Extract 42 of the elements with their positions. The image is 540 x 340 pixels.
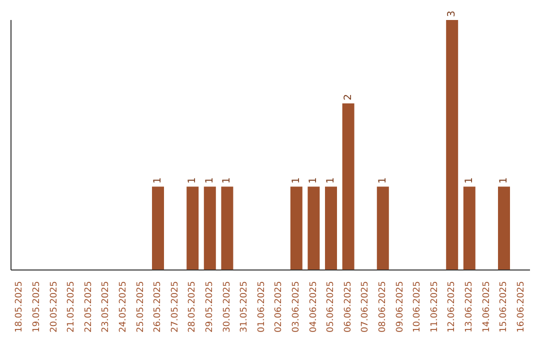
x-tick-label: 13.06.2025	[464, 281, 474, 333]
x-tick-label: 28.05.2025	[188, 281, 198, 333]
x-tick-label: 21.05.2025	[66, 281, 77, 333]
x-tick-label: 29.05.2025	[204, 281, 215, 333]
data-label: 1	[464, 177, 475, 184]
x-tick-label: 02.06.2025	[274, 281, 284, 333]
x-tick-label: 09.06.2025	[395, 281, 406, 333]
x-tick-label: 11.06.2025	[430, 281, 440, 333]
x-tick-label: 27.05.2025	[170, 281, 180, 333]
x-tick-label: 31.05.2025	[240, 281, 250, 333]
x-tick-label: 12.06.2025	[447, 281, 458, 333]
data-label: 3	[446, 10, 458, 17]
x-tick-label: 22.05.2025	[84, 281, 94, 333]
data-label: 2	[342, 94, 354, 100]
x-tick-label: 03.06.2025	[291, 281, 302, 333]
x-tick-label: 01.06.2025	[256, 281, 267, 333]
x-tick-label: 18.05.2025	[14, 281, 25, 333]
x-tick-label: 24.05.2025	[118, 281, 128, 333]
x-tick-label: 30.05.2025	[222, 281, 232, 333]
x-tick-label: 16.06.2025	[516, 281, 526, 333]
x-tick-label: 23.05.2025	[101, 281, 112, 333]
x-tick-label: 26.05.2025	[153, 281, 164, 333]
x-tick-label: 14.06.2025	[482, 281, 492, 333]
x-tick-label: 08.06.2025	[378, 281, 388, 333]
data-label: 1	[152, 177, 164, 184]
x-tick-label: 15.06.2025	[499, 281, 510, 333]
x-tick-label: 10.06.2025	[412, 281, 423, 333]
x-tick-label: 05.06.2025	[326, 281, 336, 333]
x-tick-label: 06.06.2025	[343, 281, 354, 333]
data-label: 1	[498, 177, 510, 184]
data-label: 1	[308, 177, 320, 184]
data-label: 1	[377, 177, 388, 184]
x-tick-label: 25.05.2025	[136, 281, 146, 333]
data-label: 1	[325, 177, 336, 184]
data-label: 1	[290, 177, 302, 184]
x-tick-label: 20.05.2025	[49, 281, 60, 333]
data-label: 1	[204, 177, 216, 184]
data-label: 1	[222, 177, 233, 184]
x-tick-label: 04.06.2025	[308, 281, 319, 333]
data-label: 1	[187, 177, 198, 184]
x-tick-label: 19.05.2025	[32, 281, 42, 333]
x-tick-label: 07.06.2025	[360, 281, 371, 333]
